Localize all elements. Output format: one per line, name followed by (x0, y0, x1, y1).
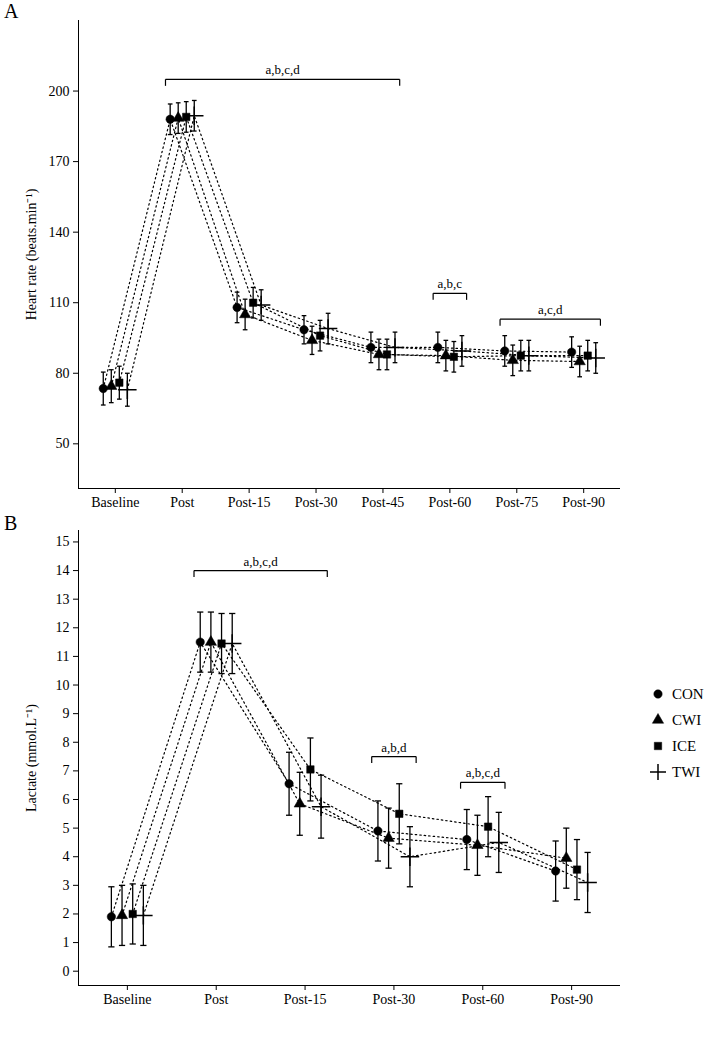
svg-text:110: 110 (49, 295, 69, 310)
svg-text:Post: Post (170, 495, 194, 510)
svg-text:Baseline: Baseline (103, 992, 151, 1007)
svg-text:Baseline: Baseline (91, 495, 139, 510)
svg-text:170: 170 (49, 154, 70, 169)
svg-text:50: 50 (56, 436, 70, 451)
svg-text:200: 200 (49, 84, 70, 99)
svg-text:Post-15: Post-15 (228, 495, 271, 510)
svg-text:Post-30: Post-30 (373, 992, 416, 1007)
svg-text:Post-15: Post-15 (284, 992, 327, 1007)
html-text:CON: CON (672, 685, 704, 702)
svg-text:2: 2 (63, 906, 70, 921)
svg-text:8: 8 (63, 735, 70, 750)
svg-text:3: 3 (63, 878, 70, 893)
svg-text:7: 7 (63, 763, 70, 778)
svg-text:140: 140 (49, 225, 70, 240)
svg-text:6: 6 (63, 792, 70, 807)
svg-text:Post: Post (204, 992, 228, 1007)
html-text:TWI: TWI (672, 763, 701, 780)
svg-text:0: 0 (63, 964, 70, 979)
svg-text:Lactate (mmol.L⁻¹): Lactate (mmol.L⁻¹) (24, 704, 40, 812)
svg-text:80: 80 (56, 366, 70, 381)
svg-text:Post-90: Post-90 (550, 992, 593, 1007)
svg-text:1: 1 (63, 935, 70, 950)
svg-text:a,b,c,d: a,b,c,d (265, 62, 300, 77)
svg-text:Heart rate (beats.min⁻¹): Heart rate (beats.min⁻¹) (24, 188, 40, 320)
svg-text:a,b,c,d: a,b,c,d (466, 765, 501, 780)
svg-text:13: 13 (56, 592, 70, 607)
svg-text:10: 10 (56, 678, 70, 693)
svg-text:Post-60: Post-60 (428, 495, 471, 510)
svg-text:Post-60: Post-60 (461, 992, 504, 1007)
svg-text:Post-90: Post-90 (562, 495, 605, 510)
svg-text:15: 15 (56, 534, 70, 549)
svg-text:Post-45: Post-45 (362, 495, 405, 510)
svg-text:12: 12 (56, 620, 70, 635)
svg-text:Post-75: Post-75 (495, 495, 538, 510)
html-text:B: B (4, 512, 18, 534)
svg-text:5: 5 (63, 821, 70, 836)
html-text:A: A (4, 0, 19, 22)
svg-text:9: 9 (63, 706, 70, 721)
svg-text:a,b,d: a,b,d (381, 740, 407, 755)
svg-text:a,b,c,d: a,b,c,d (243, 554, 278, 569)
svg-text:Post-30: Post-30 (295, 495, 338, 510)
html-text:ICE: ICE (672, 737, 697, 754)
svg-text:a,b,c: a,b,c (438, 276, 463, 291)
svg-text:4: 4 (63, 849, 70, 864)
html-text:CWI: CWI (672, 711, 702, 728)
svg-text:a,c,d: a,c,d (538, 302, 563, 317)
svg-text:11: 11 (56, 649, 69, 664)
svg-text:14: 14 (56, 563, 70, 578)
